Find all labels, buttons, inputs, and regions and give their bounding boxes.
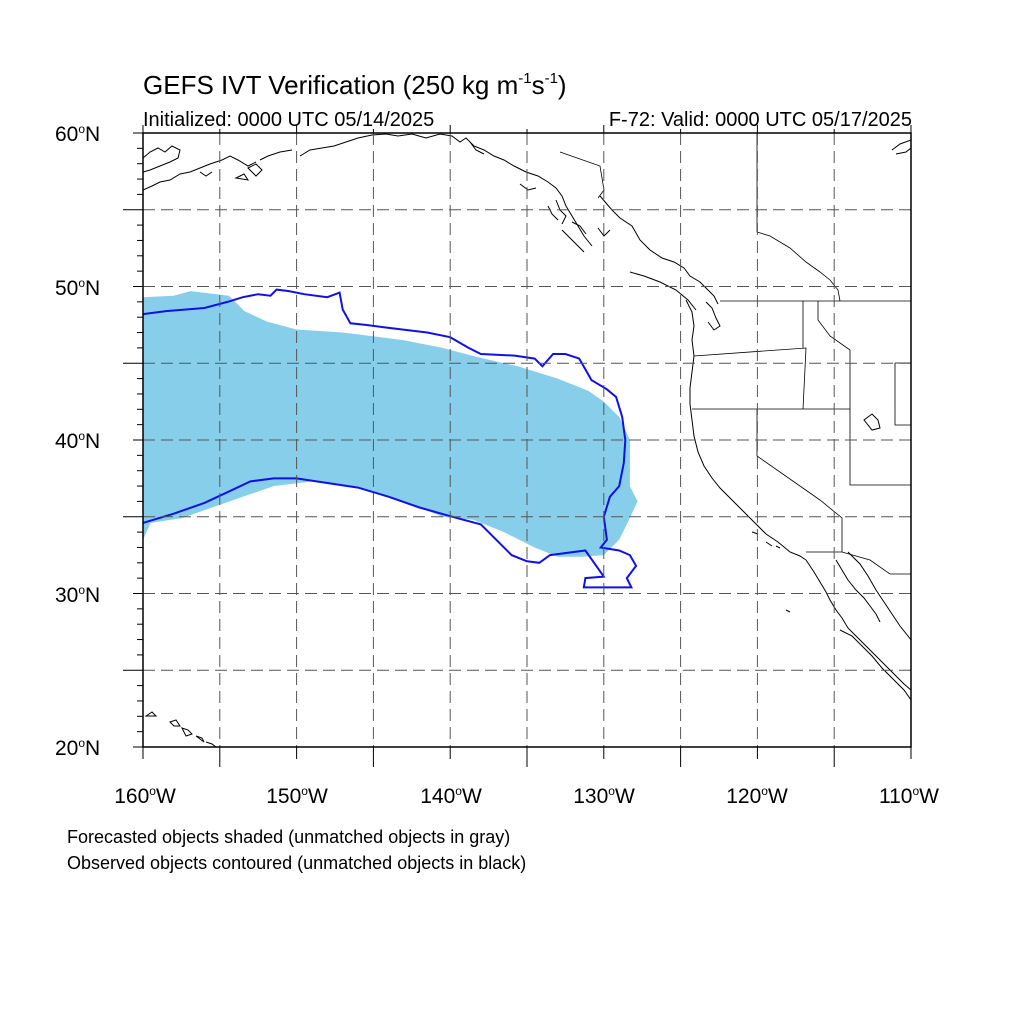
- canada-north-coast: [891, 139, 911, 155]
- channel-islands: [751, 531, 791, 613]
- mexico-us-border: [806, 551, 911, 575]
- title-exponent-2: -1: [544, 70, 558, 87]
- lat-label-30: 30oN: [55, 583, 101, 607]
- map-title: GEFS IVT Verification (250 kg m-1s-1): [143, 70, 567, 101]
- forecast-object: [143, 291, 638, 557]
- province-border: [756, 133, 841, 302]
- lat-label-60: 60oN: [55, 122, 101, 146]
- lat-label-50: 50oN: [55, 276, 101, 300]
- map-notes: Forecasted objects shaded (unmatched obj…: [67, 824, 526, 876]
- lat-label-40: 40oN: [55, 429, 101, 453]
- forecast-note: Forecasted objects shaded (unmatched obj…: [67, 827, 511, 847]
- lon-label-110w: 110oW: [879, 784, 939, 808]
- lon-label-140w: 140oW: [420, 784, 482, 808]
- alaska-coast: [143, 133, 593, 247]
- observed-note: Observed objects contoured (unmatched ob…: [67, 853, 527, 873]
- mexico-coast: [839, 551, 911, 701]
- gridlines: [143, 133, 911, 747]
- title-main: GEFS IVT Verification (250 kg m: [143, 70, 519, 100]
- westcoast-us: [685, 299, 807, 561]
- coastlines: [143, 133, 911, 747]
- political-boundaries: [559, 133, 911, 575]
- observed-object: [143, 288, 638, 589]
- title-end: ): [557, 70, 567, 100]
- great-salt-lake: [863, 413, 881, 431]
- lon-label-150w: 150oW: [266, 784, 328, 808]
- lat-label-20: 20oN: [55, 736, 101, 760]
- valid-time: F-72: Valid: 0000 UTC 05/17/2025: [608, 109, 912, 131]
- kodiak-islands: [199, 163, 263, 181]
- lon-label-130w: 130oW: [573, 784, 635, 808]
- axis-ticks: [123, 125, 912, 767]
- title-mid: s: [531, 70, 545, 100]
- title-exponent-1: -1: [518, 70, 532, 87]
- lon-label-160w: 160oW: [114, 784, 176, 808]
- hawaii-islands: [144, 711, 217, 747]
- panhandle-islands: [469, 141, 611, 253]
- initialized-time: Initialized: 0000 UTC 05/14/2025: [143, 109, 435, 131]
- baja-coast: [805, 559, 911, 691]
- lon-label-120w: 120oW: [726, 784, 788, 808]
- state-borders: [692, 301, 911, 552]
- alaska-canada-border: [559, 151, 605, 199]
- bc-coast: [599, 195, 719, 311]
- puget-sound: [705, 301, 721, 331]
